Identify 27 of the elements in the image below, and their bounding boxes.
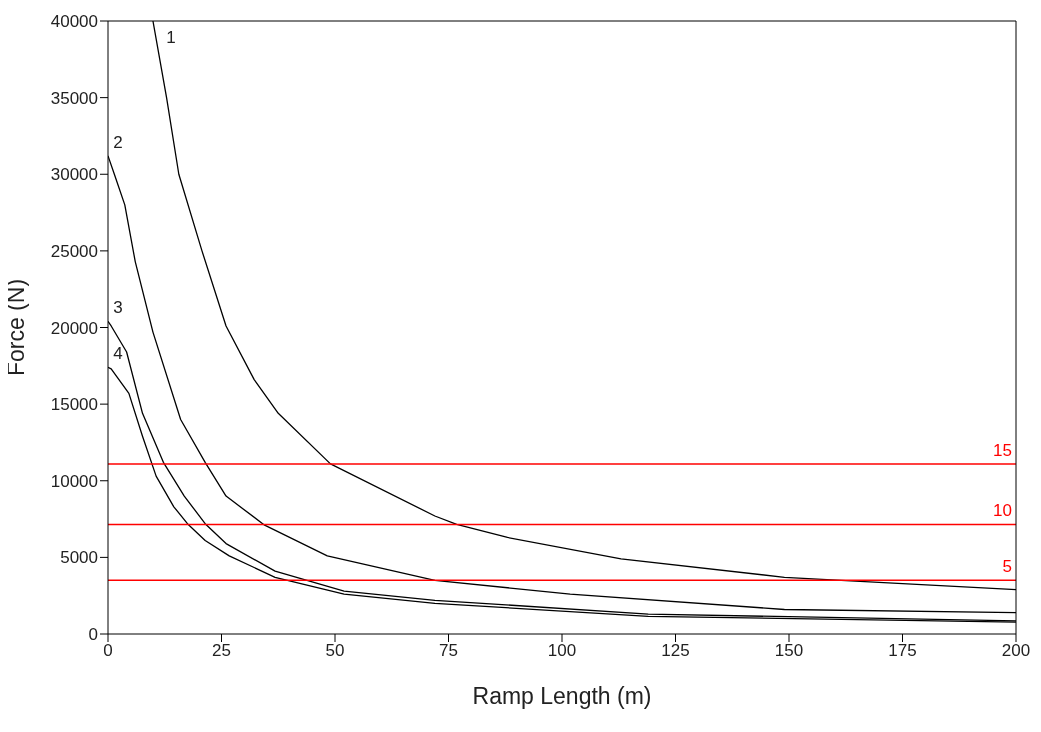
series-label: 3 (113, 298, 123, 318)
y-tick-label: 40000 (50, 12, 98, 32)
x-tick-label: 175 (888, 641, 917, 661)
y-tick-label: 5000 (60, 548, 98, 568)
y-tick-label: 25000 (50, 241, 98, 261)
x-tick-label: 200 (1001, 641, 1031, 661)
y-tick-label: 15000 (50, 395, 98, 415)
series-label: 5 (1002, 557, 1012, 577)
x-tick-label: 75 (439, 641, 458, 661)
x-tick-label: 0 (103, 641, 113, 661)
legend-label: 4 (113, 344, 123, 364)
x-tick-label: 150 (774, 641, 804, 661)
series-label: 1 (166, 28, 176, 47)
x-tick-label: 50 (325, 641, 345, 661)
series-label: 10 (993, 501, 1012, 521)
y-axis-title: Force (N) (3, 278, 30, 377)
y-tick-label: 35000 (50, 88, 98, 108)
y-tick-label: 30000 (50, 165, 98, 185)
x-tick-label: 100 (547, 641, 577, 661)
y-tick-label: 0 (88, 625, 98, 645)
x-axis-title: Ramp Length (m) (472, 683, 652, 709)
y-tick-label: 10000 (50, 471, 98, 491)
x-tick-label: 125 (661, 641, 690, 661)
series-label: 15 (993, 440, 1012, 460)
series-label: 2 (113, 132, 123, 152)
x-tick-label: 25 (212, 641, 231, 661)
y-tick-label: 20000 (50, 318, 98, 338)
